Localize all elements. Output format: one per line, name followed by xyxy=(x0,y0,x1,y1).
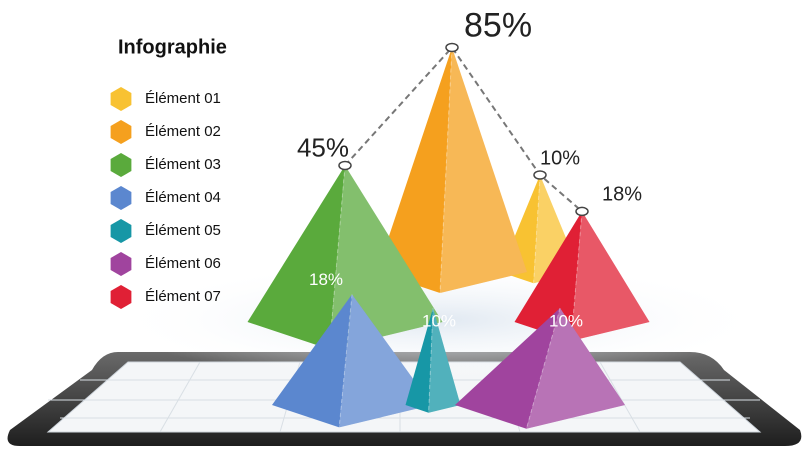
pyramid xyxy=(455,307,625,429)
legend-label: Élément 03 xyxy=(145,156,221,173)
pyramid-edge xyxy=(338,294,353,428)
apex-dot xyxy=(533,170,547,180)
pyramid-shade xyxy=(571,211,650,341)
pyramid xyxy=(377,47,527,294)
pyramid xyxy=(514,211,650,341)
pyramid-shade xyxy=(526,308,625,429)
pyramid-shade xyxy=(440,47,527,293)
value-label: 18% xyxy=(602,184,642,206)
legend-label: Élément 05 xyxy=(145,222,221,239)
legend-swatch xyxy=(110,186,132,210)
legend-swatch xyxy=(110,120,132,144)
chart-title: Infographie xyxy=(118,36,227,58)
legend-swatch xyxy=(110,153,132,177)
value-label: 10% xyxy=(422,311,456,330)
legend-swatch xyxy=(110,219,132,243)
legend: Élément 01 Élément 02 Élément 03 Élément 04… xyxy=(110,87,221,309)
pyramid-edge xyxy=(439,47,453,294)
pyramid-face xyxy=(247,165,345,350)
pyramid-edge xyxy=(428,307,434,413)
pyramid-face xyxy=(428,308,461,413)
pyramid-face xyxy=(272,294,352,428)
pyramid-face xyxy=(377,47,452,293)
plot: 10% 85% 45% 18% 18% 10% 10% xyxy=(247,6,650,429)
apex-dot xyxy=(338,160,352,171)
legend-label: Élément 04 xyxy=(145,189,221,206)
value-label: 10% xyxy=(549,311,583,330)
apex-dot xyxy=(445,42,459,53)
value-label: 45% xyxy=(297,132,349,162)
pyramid-face xyxy=(455,308,560,429)
pyramid-shade xyxy=(428,308,461,413)
pyramid-face xyxy=(571,211,650,341)
legend-swatch xyxy=(110,87,132,111)
pyramid-face xyxy=(405,308,433,413)
connector xyxy=(344,45,583,213)
legend-label: Élément 06 xyxy=(145,255,221,272)
pyramid-edge xyxy=(570,211,583,341)
value-label: 85% xyxy=(464,6,532,44)
value-label: 18% xyxy=(309,270,343,289)
pyramid-face xyxy=(514,211,582,341)
legend-label: Élément 01 xyxy=(145,90,221,107)
legend-label: Élément 02 xyxy=(145,123,221,140)
pyramid-face xyxy=(440,47,527,293)
legend-label: Élément 07 xyxy=(145,288,221,305)
apex-dot xyxy=(575,206,589,217)
legend-swatch xyxy=(110,252,132,276)
value-label: 10% xyxy=(540,147,580,169)
pyramid-edge xyxy=(328,165,346,350)
pyramid-face xyxy=(526,308,625,429)
pyramid xyxy=(405,307,461,413)
legend-swatch xyxy=(110,285,132,309)
